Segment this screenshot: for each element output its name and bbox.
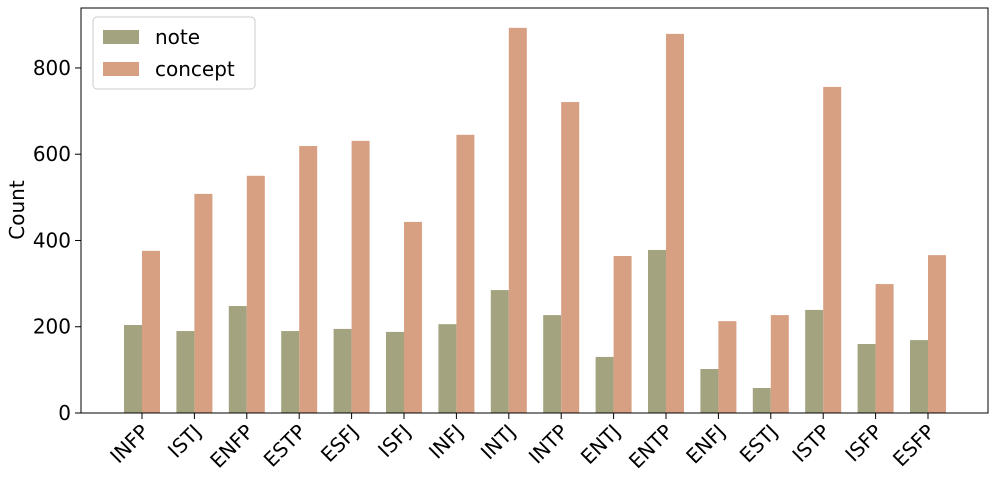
x-tick-label: ENTJ bbox=[576, 420, 625, 469]
x-tick-label: ESTP bbox=[259, 420, 311, 472]
x-tick-label: INTP bbox=[524, 420, 573, 469]
y-axis-label: Count bbox=[5, 180, 29, 240]
bar bbox=[561, 102, 580, 413]
x-tick-label: ISTJ bbox=[163, 420, 206, 463]
x-tick-label: ESFJ bbox=[316, 420, 363, 467]
bar bbox=[613, 256, 632, 413]
bar bbox=[228, 306, 247, 413]
x-tick-label: INFP bbox=[105, 420, 153, 468]
x-tick-label: ENFP bbox=[205, 420, 258, 473]
bar bbox=[142, 250, 160, 413]
x-tick-label: ENFJ bbox=[681, 420, 730, 469]
bar bbox=[386, 331, 404, 413]
bar bbox=[648, 249, 666, 413]
bar bbox=[595, 356, 614, 413]
bar bbox=[456, 134, 475, 413]
x-tick-label: ESFP bbox=[888, 420, 940, 472]
bar bbox=[176, 331, 195, 413]
x-tick-label: INTJ bbox=[476, 420, 521, 465]
y-tick-label: 400 bbox=[33, 228, 71, 252]
bar bbox=[543, 315, 562, 413]
bar bbox=[404, 221, 422, 413]
bar bbox=[508, 27, 527, 413]
bar bbox=[194, 193, 213, 413]
bar bbox=[752, 387, 771, 413]
x-tick-label: ESTJ bbox=[735, 420, 783, 468]
bar bbox=[333, 328, 352, 413]
legend-swatch bbox=[103, 62, 139, 76]
x-tick-label: ISFP bbox=[840, 420, 887, 467]
bar bbox=[124, 325, 142, 413]
bar bbox=[823, 86, 842, 413]
bar bbox=[281, 331, 300, 413]
bar bbox=[910, 340, 928, 413]
bar bbox=[718, 321, 737, 413]
bar bbox=[246, 175, 265, 413]
bar bbox=[351, 140, 370, 413]
bar bbox=[666, 33, 684, 413]
y-tick-label: 600 bbox=[33, 142, 71, 166]
plot-frame bbox=[80, 7, 989, 414]
bar bbox=[438, 324, 457, 413]
x-tick-label: ENTP bbox=[624, 420, 678, 474]
y-tick-label: 800 bbox=[33, 56, 71, 80]
legend-label: note bbox=[155, 25, 200, 49]
x-tick-label: ISFJ bbox=[373, 420, 415, 462]
bar bbox=[490, 290, 509, 413]
x-tick-label: ISTP bbox=[787, 420, 834, 467]
legend-swatch bbox=[103, 30, 139, 44]
bar bbox=[299, 146, 318, 413]
bar bbox=[875, 284, 894, 413]
bar bbox=[700, 369, 719, 413]
legend-label: concept bbox=[155, 57, 235, 81]
x-tick-label: INFJ bbox=[424, 420, 468, 464]
bar bbox=[805, 309, 824, 413]
y-tick-label: 0 bbox=[58, 401, 71, 425]
bar bbox=[928, 255, 946, 413]
y-tick-label: 200 bbox=[33, 315, 71, 339]
bar bbox=[770, 315, 789, 413]
bar bbox=[857, 343, 876, 413]
